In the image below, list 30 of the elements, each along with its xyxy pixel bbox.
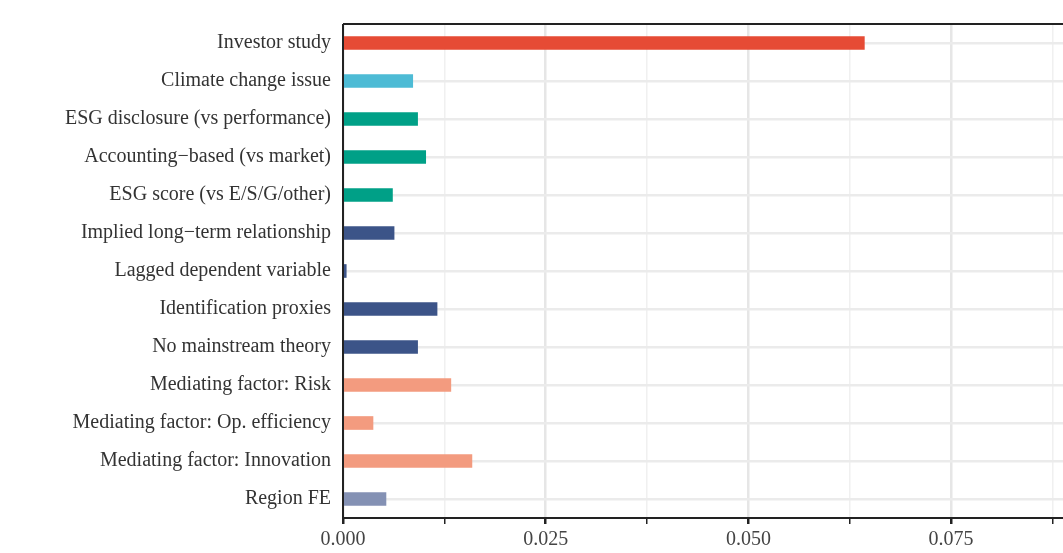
- y-tick-label: Lagged dependent variable: [114, 258, 332, 282]
- bar: [343, 188, 393, 202]
- y-tick-label: Mediating factor: Op. efficiency: [72, 410, 331, 434]
- bar: [343, 378, 452, 392]
- y-tick-label: Accounting−based (vs market): [84, 144, 331, 168]
- bar: [343, 74, 414, 88]
- bar: [343, 302, 438, 316]
- x-tick-label: 0.000: [320, 527, 366, 550]
- bar: [343, 150, 427, 164]
- bar: [343, 416, 374, 430]
- bar: [343, 36, 865, 50]
- y-tick-label: Climate change issue: [161, 68, 332, 92]
- bar: [343, 340, 418, 354]
- x-tick-label: 0.025: [523, 527, 569, 550]
- y-tick-label: Identification proxies: [159, 296, 332, 320]
- y-tick-label: Mediating factor: Risk: [149, 372, 331, 396]
- x-tick-label: 0.050: [725, 527, 771, 550]
- bar: [343, 226, 395, 240]
- bar: [343, 492, 387, 506]
- bar: [343, 112, 418, 126]
- y-tick-label: No mainstream theory: [152, 334, 331, 358]
- x-tick-label: 0.075: [928, 527, 974, 550]
- y-tick-label: Implied long−term relationship: [80, 220, 331, 244]
- bar: [343, 454, 473, 468]
- y-tick-label: ESG score (vs E/S/G/other): [109, 182, 331, 206]
- y-tick-label: ESG disclosure (vs performance): [64, 106, 331, 130]
- bar: [343, 264, 347, 278]
- y-tick-label: Investor study: [217, 30, 331, 54]
- y-tick-label: Mediating factor: Innovation: [99, 448, 331, 472]
- y-tick-label: Region FE: [244, 486, 331, 510]
